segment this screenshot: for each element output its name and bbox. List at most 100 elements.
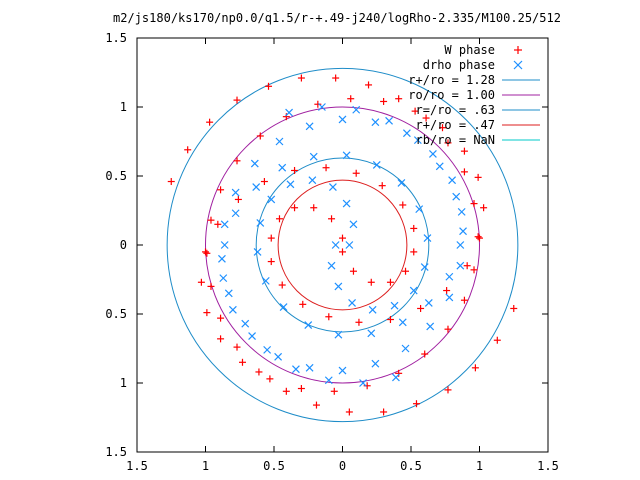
w-phase-point	[410, 224, 418, 232]
w-phase-point	[444, 325, 452, 333]
w-phase-point	[363, 382, 371, 390]
w-phase-point	[291, 166, 299, 174]
cross-b	[220, 220, 229, 229]
drho-phase-point	[334, 282, 343, 291]
w-phase-point	[332, 74, 340, 82]
cross-b	[452, 192, 461, 201]
cross-b	[367, 329, 376, 338]
cross-b	[304, 321, 313, 329]
cross-b	[348, 299, 357, 307]
legend-label: r=/ro = .63	[416, 103, 495, 117]
cross-b	[218, 254, 226, 263]
w-phase-point	[256, 132, 264, 140]
drho-phase-point	[286, 180, 295, 189]
y-tick-label: 0.5	[105, 307, 127, 321]
drho-phase-point	[349, 220, 358, 229]
cross-b	[261, 276, 270, 285]
cross-b	[248, 332, 257, 341]
drho-phase-point	[331, 241, 340, 249]
cross-b	[349, 220, 358, 229]
drho-phase-point	[352, 105, 361, 114]
w-phase-point	[386, 278, 394, 286]
w-phase-point	[203, 309, 211, 317]
w-phase-point	[330, 387, 338, 395]
w-phase-point	[493, 336, 501, 344]
drho-phase-point	[390, 301, 399, 310]
cross-b	[291, 365, 300, 374]
w-phase-point	[422, 114, 430, 122]
cross-b	[401, 344, 410, 353]
cross-b	[428, 149, 437, 158]
drho-phase-point	[413, 136, 422, 145]
cross-b	[318, 103, 326, 111]
cross-b	[219, 274, 228, 283]
cross-b	[256, 218, 265, 227]
w-phase-point	[395, 369, 403, 377]
cross-b	[250, 159, 259, 168]
cross-b	[426, 322, 435, 331]
drho-phase-point	[275, 137, 284, 146]
w-phase-point	[312, 401, 320, 409]
cross-b	[420, 263, 429, 272]
w-phase-point	[347, 95, 355, 103]
w-phase-point	[297, 385, 305, 393]
cross-b	[231, 209, 240, 218]
w-phase-point	[378, 182, 386, 190]
x-tick-label: 1.5	[126, 459, 148, 473]
drho-phase-point	[248, 332, 257, 341]
cross-b	[338, 115, 347, 124]
legend-label: rb/ro = NaN	[416, 133, 495, 147]
w-phase-point	[310, 204, 318, 212]
w-phase-point	[460, 296, 468, 304]
w-phase-point	[460, 147, 468, 155]
drho-phase-point	[452, 192, 461, 201]
w-phase-point	[314, 100, 322, 108]
w-phase-point	[217, 314, 225, 322]
cross-b	[342, 199, 351, 208]
drho-phase-point	[304, 321, 313, 329]
y-tick-label: 1	[120, 376, 127, 390]
w-phase-point	[510, 304, 518, 312]
cross-b	[345, 241, 354, 249]
cross-b	[457, 207, 466, 216]
y-tick-label: 0	[120, 238, 127, 252]
cross-b	[253, 247, 262, 256]
drho-phase-point	[348, 299, 357, 307]
cross-b	[398, 318, 407, 327]
drho-phase-point	[309, 152, 318, 161]
drho-phase-point	[459, 227, 467, 236]
cross-b	[286, 180, 295, 189]
cross-b	[371, 118, 380, 127]
legend-label: drho phase	[423, 58, 495, 72]
drho-phase-point	[328, 183, 337, 191]
w-phase-point	[265, 82, 273, 90]
y-tick-label: 1	[120, 100, 127, 114]
drho-phase-point	[402, 129, 411, 138]
drho-phase-point	[253, 247, 262, 256]
cross-b	[241, 319, 250, 328]
cross-b	[327, 261, 336, 270]
w-phase-point	[460, 168, 468, 176]
cross-b	[352, 105, 361, 114]
cross-b	[263, 345, 272, 354]
w-phase-point	[439, 124, 447, 132]
w-phase-point	[322, 164, 330, 172]
w-phase-point	[355, 318, 363, 326]
reference-circles	[166, 67, 519, 423]
w-phase-point	[463, 262, 471, 270]
drho-phase-point	[420, 263, 429, 272]
drho-phase-point	[305, 363, 314, 372]
cross-b	[456, 261, 465, 270]
cross-b	[435, 162, 444, 171]
cross-b	[359, 379, 367, 387]
drho-phase-point	[345, 241, 354, 249]
drho-phase-point	[231, 209, 240, 218]
drho-phase-point	[285, 108, 293, 117]
w-phase-point	[282, 113, 290, 121]
w-phase-point	[275, 215, 283, 223]
cross-b	[397, 178, 406, 187]
drho-phase-point	[415, 205, 424, 214]
w-phase-point	[197, 278, 205, 286]
drho-phase-point	[426, 322, 435, 331]
cross-b	[331, 241, 340, 249]
